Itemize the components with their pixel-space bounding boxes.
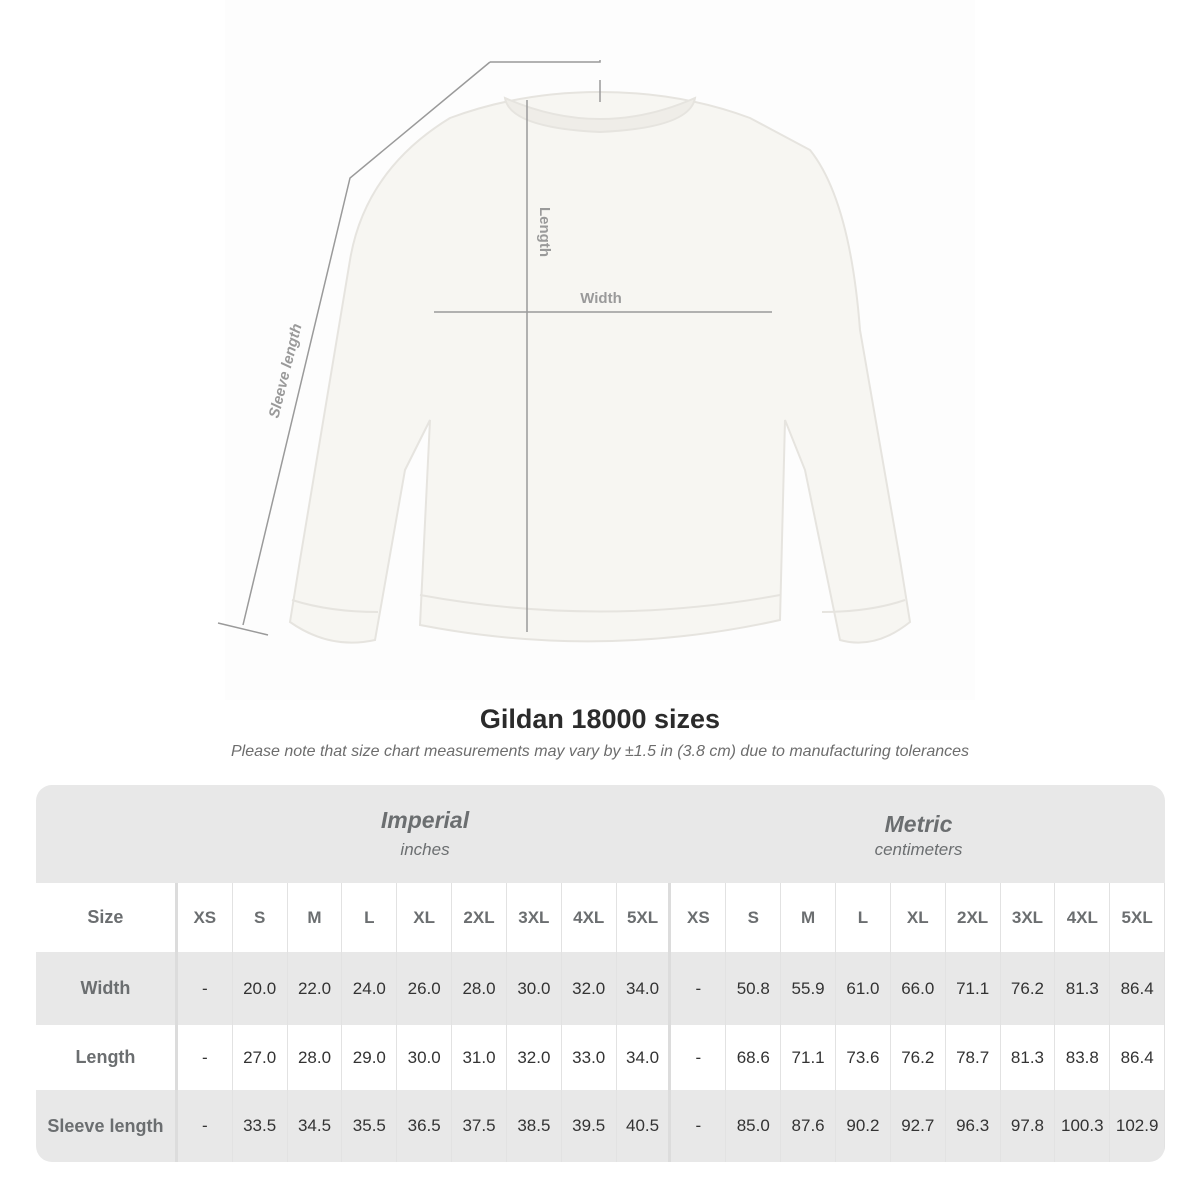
metric-value-3xl: 81.3 — [1001, 1025, 1056, 1090]
imperial-value-xl: 26.0 — [397, 952, 453, 1025]
metric-value-3xl: 97.8 — [1001, 1090, 1056, 1162]
metric-value-l: 73.6 — [836, 1025, 891, 1090]
table-row-length: Length -27.0 28.0 29.0 30.0 31.0 32.0 33.0 34.0-… — [36, 1025, 1165, 1090]
metric-unit: centimeters — [874, 840, 963, 859]
metric-size-xl: XL — [891, 883, 946, 952]
metric-value-xs: - — [671, 1025, 727, 1090]
row-label: Length — [36, 1025, 178, 1090]
metric-value-xl: 92.7 — [891, 1090, 946, 1162]
imperial-value-4xl: 33.0 — [562, 1025, 617, 1090]
metric-size-m: M — [781, 883, 836, 952]
imperial-value-4xl: 32.0 — [562, 952, 617, 1025]
imperial-value-3xl: 38.5 — [507, 1090, 562, 1162]
row-label: Width — [36, 952, 178, 1025]
imperial-unit: inches — [400, 840, 450, 859]
imperial-value-xl: 36.5 — [397, 1090, 453, 1162]
imperial-value-xs: - — [178, 1090, 233, 1162]
imperial-size-3xl: 3XL — [507, 883, 562, 952]
page-title: Gildan 18000 sizes — [479, 704, 721, 734]
imperial-value-s: 27.0 — [233, 1025, 288, 1090]
size-label: Size — [36, 883, 178, 952]
imperial-title: Imperial — [380, 807, 470, 833]
metric-title: Metric — [884, 811, 953, 837]
metric-value-xl: 76.2 — [891, 1025, 946, 1090]
metric-value-s: 68.6 — [726, 1025, 782, 1090]
imperial-value-3xl: 32.0 — [507, 1025, 562, 1090]
size-table: Imperial inches Metric centimeters Size X… — [36, 785, 1165, 1162]
metric-size-3xl: 3XL — [1001, 883, 1056, 952]
metric-value-5xl: 86.4 — [1110, 952, 1165, 1025]
metric-value-xl: 66.0 — [891, 952, 946, 1025]
row-label: Sleeve length — [36, 1090, 178, 1162]
imperial-value-m: 22.0 — [288, 952, 343, 1025]
metric-value-5xl: 102.9 — [1110, 1090, 1165, 1162]
imperial-value-l: 24.0 — [342, 952, 398, 1025]
imperial-value-s: 20.0 — [233, 952, 288, 1025]
imperial-size-l: L — [342, 883, 398, 952]
metric-value-xs: - — [671, 952, 727, 1025]
imperial-value-xs: - — [178, 1025, 233, 1090]
metric-value-s: 85.0 — [726, 1090, 782, 1162]
metric-size-5xl: 5XL — [1110, 883, 1165, 952]
imperial-value-l: 35.5 — [342, 1090, 398, 1162]
table-row-width: Width -20.0 22.0 24.0 26.0 28.0 30.0 32.0 34.0-5… — [36, 952, 1165, 1025]
metric-value-2xl: 71.1 — [946, 952, 1001, 1025]
table-row-sleeve-length: Sleeve length -33.5 34.5 35.5 36.5 37.5 38.5 39… — [36, 1090, 1165, 1162]
metric-size-2xl: 2XL — [946, 883, 1001, 952]
imperial-size-m: M — [288, 883, 343, 952]
imperial-size-xs: XS — [178, 883, 233, 952]
imperial-value-l: 29.0 — [342, 1025, 398, 1090]
imperial-value-4xl: 39.5 — [562, 1090, 617, 1162]
imperial-size-s: S — [233, 883, 288, 952]
imperial-value-5xl: 34.0 — [617, 1025, 672, 1090]
imperial-size-2xl: 2XL — [452, 883, 507, 952]
imperial-value-2xl: 37.5 — [452, 1090, 507, 1162]
metric-value-l: 90.2 — [836, 1090, 891, 1162]
imperial-size-4xl: 4XL — [562, 883, 617, 952]
sweatshirt-image — [288, 90, 912, 644]
width-label: Width — [580, 290, 622, 307]
imperial-value-m: 28.0 — [288, 1025, 343, 1090]
imperial-value-xl: 30.0 — [397, 1025, 453, 1090]
imperial-value-3xl: 30.0 — [507, 952, 562, 1025]
metric-value-4xl: 81.3 — [1055, 952, 1111, 1025]
metric-value-4xl: 83.8 — [1055, 1025, 1111, 1090]
metric-value-3xl: 76.2 — [1001, 952, 1056, 1025]
imperial-value-xs: - — [178, 952, 233, 1025]
measurement-lines — [217, 60, 772, 636]
sweatshirt-diagram: Length Width Sleeve length — [217, 60, 912, 644]
size-header-row: Size XS S M L XL 2XL 3XL 4XL 5XL XS S M L XL 2XL 3XL 4XL 5… — [36, 883, 1165, 952]
imperial-value-5xl: 40.5 — [617, 1090, 672, 1162]
metric-value-m: 71.1 — [781, 1025, 836, 1090]
metric-value-xs: - — [671, 1090, 727, 1162]
metric-size-xs: XS — [671, 883, 727, 952]
metric-size-4xl: 4XL — [1055, 883, 1111, 952]
metric-value-m: 55.9 — [781, 952, 836, 1025]
imperial-value-2xl: 28.0 — [452, 952, 507, 1025]
metric-header: Metric centimeters — [672, 785, 1165, 883]
imperial-value-m: 34.5 — [288, 1090, 343, 1162]
metric-value-s: 50.8 — [726, 952, 782, 1025]
metric-value-m: 87.6 — [781, 1090, 836, 1162]
imperial-size-5xl: 5XL — [617, 883, 672, 952]
sleeve-length-line — [242, 61, 491, 626]
metric-value-4xl: 100.3 — [1055, 1090, 1111, 1162]
metric-value-2xl: 78.7 — [946, 1025, 1001, 1090]
imperial-size-xl: XL — [397, 883, 453, 952]
metric-size-l: L — [836, 883, 891, 952]
tolerance-note: Please note that size chart measurements… — [230, 743, 970, 760]
metric-value-5xl: 86.4 — [1110, 1025, 1165, 1090]
metric-size-s: S — [726, 883, 782, 952]
imperial-value-5xl: 34.0 — [617, 952, 672, 1025]
metric-value-2xl: 96.3 — [946, 1090, 1001, 1162]
imperial-value-s: 33.5 — [233, 1090, 288, 1162]
metric-value-l: 61.0 — [836, 952, 891, 1025]
imperial-value-2xl: 31.0 — [452, 1025, 507, 1090]
imperial-header: Imperial inches — [178, 785, 672, 883]
length-label: Length — [536, 207, 553, 257]
